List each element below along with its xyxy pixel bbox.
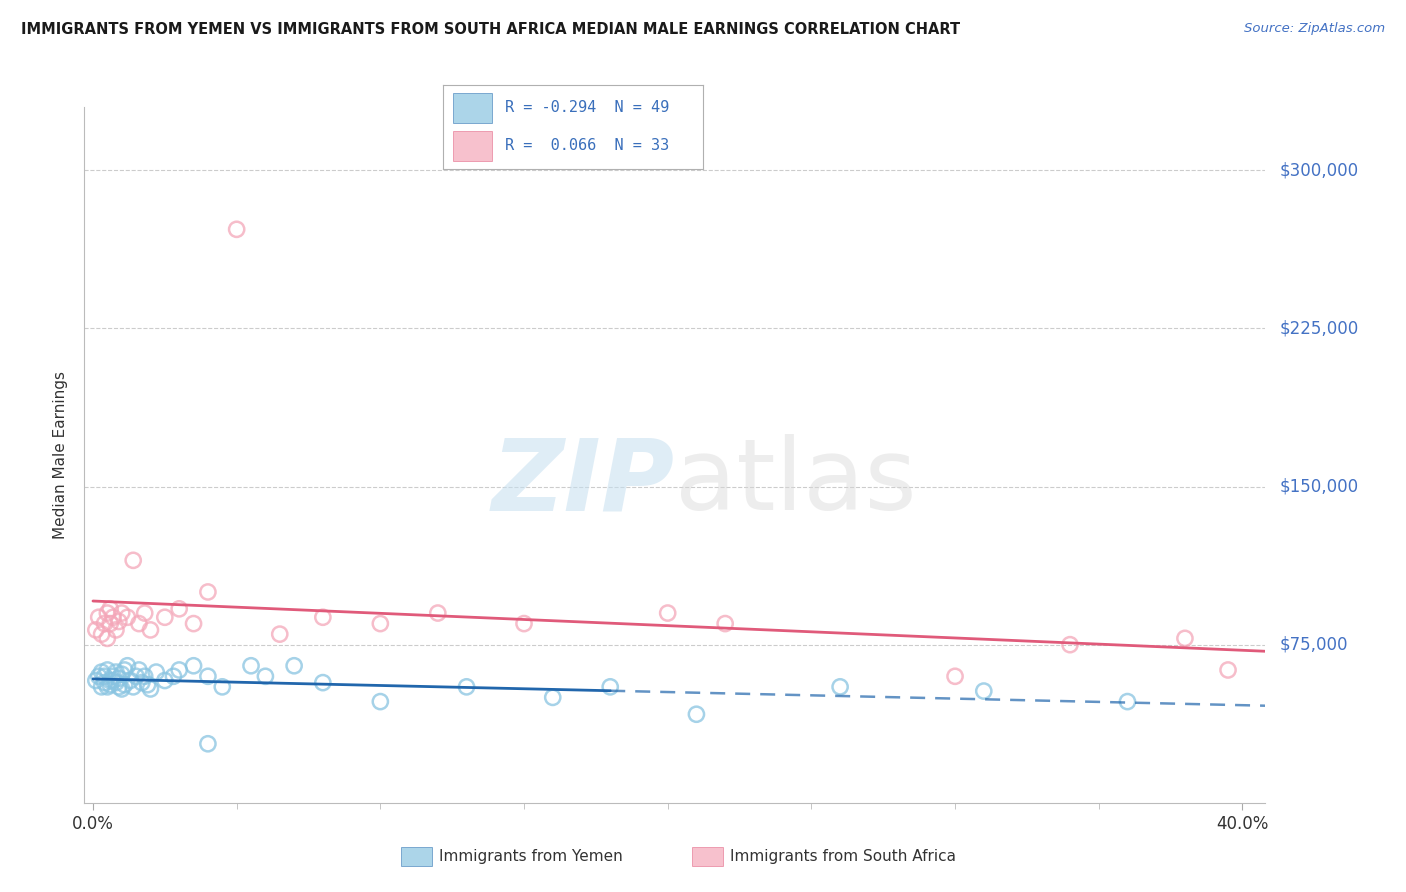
Point — [117, 610, 139, 624]
Point — [90, 680, 112, 694]
Point — [1116, 695, 1139, 709]
Point — [90, 627, 112, 641]
Point — [153, 673, 176, 688]
Point — [167, 602, 190, 616]
Point — [136, 678, 159, 692]
Point — [714, 616, 737, 631]
Point — [117, 658, 139, 673]
Point — [114, 663, 136, 677]
Point — [108, 672, 131, 686]
Point — [139, 623, 162, 637]
Point — [197, 737, 219, 751]
Point — [84, 623, 107, 637]
Point — [120, 673, 142, 688]
Point — [283, 658, 305, 673]
Point — [96, 606, 118, 620]
Text: R = -0.294  N = 49: R = -0.294 N = 49 — [505, 100, 669, 115]
Point — [93, 669, 115, 683]
Text: Source: ZipAtlas.com: Source: ZipAtlas.com — [1244, 22, 1385, 36]
Point — [183, 616, 205, 631]
Point — [211, 680, 233, 694]
Point — [513, 616, 536, 631]
Point — [973, 684, 995, 698]
Point — [84, 673, 107, 688]
Point — [312, 675, 335, 690]
Text: Immigrants from South Africa: Immigrants from South Africa — [730, 849, 956, 863]
Point — [128, 616, 150, 631]
Point — [96, 680, 118, 694]
Point — [90, 665, 112, 679]
Point — [131, 675, 153, 690]
Point — [104, 623, 127, 637]
Point — [108, 680, 131, 694]
Point — [87, 610, 110, 624]
Bar — [453, 131, 492, 161]
Point — [128, 663, 150, 677]
Point — [1216, 663, 1239, 677]
Point — [104, 665, 127, 679]
Point — [1059, 638, 1081, 652]
Point — [87, 669, 110, 683]
Point — [93, 675, 115, 690]
Point — [312, 610, 335, 624]
Point — [101, 610, 124, 624]
Point — [225, 222, 247, 236]
Point — [240, 658, 263, 673]
Point — [111, 667, 134, 681]
Point — [541, 690, 564, 705]
Point — [943, 669, 966, 683]
Point — [111, 606, 134, 620]
Text: R =  0.066  N = 33: R = 0.066 N = 33 — [505, 138, 669, 153]
Point — [162, 669, 184, 683]
Point — [370, 695, 392, 709]
Point — [104, 675, 127, 690]
Point — [183, 658, 205, 673]
Text: IMMIGRANTS FROM YEMEN VS IMMIGRANTS FROM SOUTH AFRICA MEDIAN MALE EARNINGS CORRE: IMMIGRANTS FROM YEMEN VS IMMIGRANTS FROM… — [21, 22, 960, 37]
Point — [134, 606, 156, 620]
Point — [98, 602, 121, 616]
Text: Immigrants from Yemen: Immigrants from Yemen — [439, 849, 623, 863]
Point — [197, 585, 219, 599]
Point — [93, 616, 115, 631]
Text: $300,000: $300,000 — [1279, 161, 1358, 179]
Point — [153, 610, 176, 624]
Point — [96, 663, 118, 677]
Point — [167, 663, 190, 677]
Point — [685, 707, 707, 722]
Point — [139, 681, 162, 696]
Point — [134, 669, 156, 683]
Text: $225,000: $225,000 — [1279, 319, 1358, 337]
Text: ZIP: ZIP — [492, 434, 675, 532]
Point — [599, 680, 621, 694]
Point — [114, 678, 136, 692]
Point — [370, 616, 392, 631]
Text: $150,000: $150,000 — [1279, 477, 1358, 496]
Point — [254, 669, 277, 683]
Point — [98, 616, 121, 631]
Point — [456, 680, 478, 694]
Point — [122, 680, 145, 694]
Point — [98, 678, 121, 692]
Text: atlas: atlas — [675, 434, 917, 532]
Point — [122, 553, 145, 567]
Point — [125, 669, 148, 683]
Text: $75,000: $75,000 — [1279, 636, 1348, 654]
Point — [101, 673, 124, 688]
Point — [269, 627, 291, 641]
Point — [145, 665, 167, 679]
Point — [657, 606, 679, 620]
Y-axis label: Median Male Earnings: Median Male Earnings — [53, 371, 69, 539]
Point — [101, 669, 124, 683]
Point — [1174, 632, 1197, 646]
Point — [108, 615, 131, 629]
Point — [830, 680, 852, 694]
Point — [426, 606, 449, 620]
Point — [96, 632, 118, 646]
Point — [197, 669, 219, 683]
Point — [98, 673, 121, 688]
Point — [111, 681, 134, 696]
Bar — [453, 93, 492, 123]
